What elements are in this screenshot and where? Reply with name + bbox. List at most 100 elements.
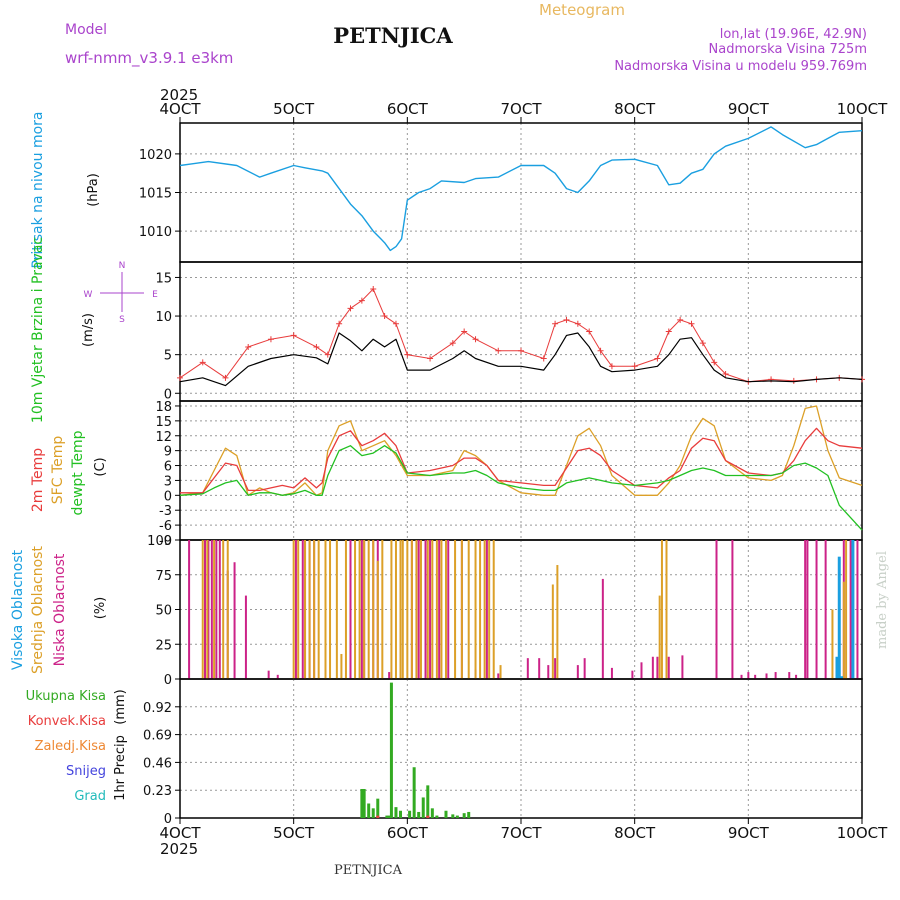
gust-marker — [586, 328, 593, 335]
precip-bar — [444, 810, 448, 818]
clouds-unit: (%) — [93, 597, 108, 620]
y-tick-label: -3 — [159, 504, 172, 519]
x-tick-label-top: 6OCT — [387, 100, 429, 118]
y-tick-label: 0 — [164, 673, 172, 688]
cloud-bar — [276, 674, 279, 679]
cloud-bar — [358, 540, 361, 679]
cloud-bar — [215, 540, 218, 679]
precip-unit: (mm) — [113, 689, 128, 724]
y-tick-label: 100 — [147, 534, 172, 549]
x-tick-label-bottom: 9OCT — [728, 824, 770, 842]
gust-marker — [688, 320, 695, 327]
cloud-bar — [294, 540, 297, 679]
cloud-bar — [824, 540, 827, 679]
cloud-bar — [206, 540, 209, 679]
precip-frame — [179, 678, 863, 819]
cloud-bar — [660, 540, 663, 679]
precip-ylabel: 1hr Precip — [113, 735, 128, 801]
pressure-ylabel: Pritisak na nivou mora — [30, 111, 46, 268]
wind-compass: N S W E — [84, 261, 159, 325]
cloud-bar — [431, 540, 434, 679]
gust-marker — [290, 332, 297, 339]
cloud-bar — [747, 672, 750, 679]
y-tick-label: 18 — [155, 400, 172, 415]
cloud-bar — [435, 540, 438, 679]
gust-marker — [654, 355, 661, 362]
gust-marker — [313, 343, 320, 350]
x-tick-label-bottom: 5OCT — [273, 824, 315, 842]
precip-bar — [387, 815, 391, 818]
pressure-line — [179, 126, 863, 252]
gust-marker — [427, 355, 434, 362]
cloud-bar — [837, 556, 841, 679]
cloud-bar — [665, 540, 668, 679]
cloud-bar — [765, 673, 768, 679]
cloud-bar — [213, 540, 216, 679]
cloud-bar — [488, 540, 491, 679]
y-tick-label: 15 — [155, 271, 172, 286]
cloud-bar — [301, 540, 304, 679]
gust-marker — [461, 328, 468, 335]
y-tick-label: 0.69 — [143, 729, 172, 744]
gust-marker — [336, 320, 343, 327]
cloud-bar — [349, 540, 352, 679]
cloud-bar — [429, 540, 432, 679]
gust-marker — [404, 351, 411, 358]
precip-bar — [385, 815, 389, 818]
cloud-bar — [795, 674, 798, 679]
gust-marker — [324, 351, 331, 358]
cloud-bar — [551, 584, 554, 679]
pressure-unit: (hPa) — [86, 173, 101, 207]
cloud-bar — [849, 540, 852, 679]
precip-bar — [430, 808, 434, 818]
gust-marker — [267, 336, 274, 343]
cloud-bar — [731, 540, 734, 679]
cloud-bar — [204, 540, 207, 679]
cloud-low-ylabel: Niska Oblacnost — [52, 553, 68, 666]
cloud-bar — [210, 540, 213, 679]
gust-marker — [552, 320, 559, 327]
temperature-ylabels: 2m Temp SFC Temp dewpt Temp (C) — [30, 430, 108, 515]
y-tick-label: 0 — [164, 489, 172, 504]
y-tick-label: 1015 — [139, 187, 172, 202]
cloud-bar — [640, 662, 643, 679]
y-tick-label: 50 — [155, 604, 172, 619]
gust-marker — [518, 347, 524, 354]
model-label: Model — [65, 22, 107, 38]
clouds-ylabels: Visoka Oblacnost Srednja Oblacnost Niska… — [10, 546, 108, 674]
cloud-bar — [815, 540, 818, 679]
precip-panel: 0 0.23 0.46 0.69 0.92 — [143, 678, 863, 827]
gust-marker — [449, 340, 456, 347]
x-tick-label-bottom: 4OCT — [160, 824, 202, 842]
gust-marker — [381, 313, 388, 320]
cloud-bar — [842, 581, 845, 679]
cloud-bar — [363, 540, 366, 679]
cloud-bar — [440, 540, 443, 679]
legend-convective-rain: Konvek.Kisa — [28, 714, 106, 729]
gust-marker — [540, 355, 547, 362]
y-tick-label: 6 — [164, 460, 172, 475]
cloud-bar — [667, 656, 670, 679]
cloud-bar — [292, 540, 295, 679]
cloud-bar — [856, 540, 859, 679]
cloud-bar — [415, 540, 418, 679]
y-tick-label: 9 — [164, 445, 172, 460]
gust-marker — [608, 363, 615, 370]
cloud-bar — [845, 540, 848, 679]
precip-bar — [376, 815, 380, 818]
cloud-bar — [526, 658, 529, 679]
y-tick-label: 12 — [155, 430, 172, 445]
legend-total-rain: Ukupna Kisa — [26, 689, 106, 704]
y-tick-label: 3 — [164, 474, 172, 489]
wind-unit: (m/s) — [81, 313, 96, 347]
x-tick-label-top: 4OCT — [160, 100, 202, 118]
precip-bar — [455, 815, 459, 818]
y-tick-label: 25 — [155, 638, 172, 653]
cloud-high-ylabel: Visoka Oblacnost — [10, 549, 26, 670]
gust-marker — [563, 316, 570, 323]
cloud-bar — [497, 673, 500, 679]
precip-bar — [394, 807, 398, 818]
cloud-mid-ylabel: Srednja Oblacnost — [30, 546, 46, 674]
precip-bar — [426, 785, 430, 818]
y-tick-label: -9 — [159, 534, 172, 549]
